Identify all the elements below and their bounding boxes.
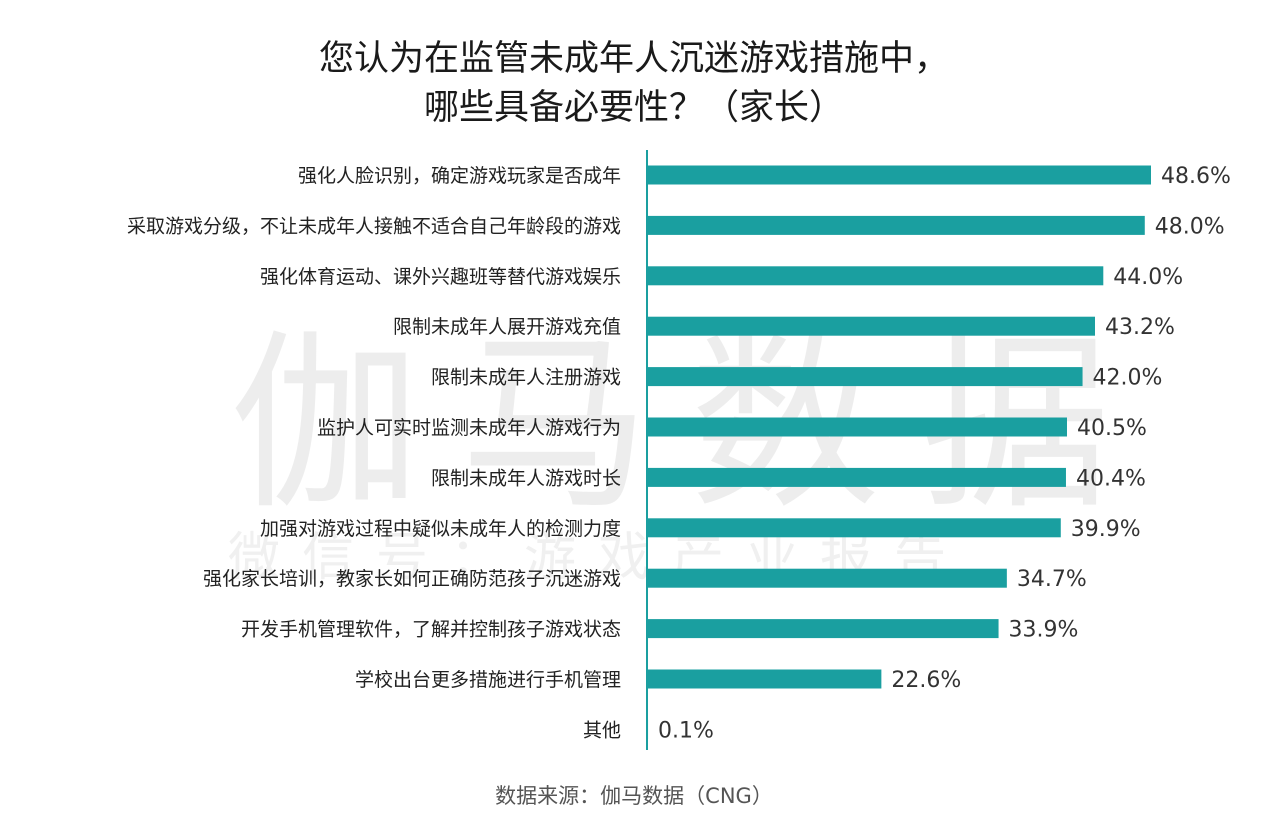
category-label: 加强对游戏过程中疑似未成年人的检测力度 bbox=[260, 518, 621, 540]
bar bbox=[647, 266, 1104, 286]
bar bbox=[647, 518, 1061, 538]
category-label: 限制未成年人注册游戏 bbox=[431, 367, 621, 389]
category-label: 限制未成年人游戏时长 bbox=[431, 467, 621, 489]
value-label: 34.7% bbox=[1017, 567, 1087, 592]
value-label: 33.9% bbox=[1009, 618, 1079, 643]
bar bbox=[647, 215, 1145, 235]
data-source: 数据来源：伽马数据（CNG） bbox=[495, 784, 773, 808]
value-label: 40.4% bbox=[1076, 466, 1146, 491]
bar bbox=[647, 316, 1095, 336]
value-label: 39.9% bbox=[1071, 517, 1141, 542]
bar bbox=[647, 719, 649, 739]
category-label: 学校出台更多措施进行手机管理 bbox=[355, 669, 621, 691]
value-label: 44.0% bbox=[1113, 265, 1183, 290]
value-label: 0.1% bbox=[658, 718, 714, 743]
bar bbox=[647, 165, 1151, 185]
value-label: 48.0% bbox=[1155, 214, 1225, 239]
chart-title-line-2: 哪些具备必要性？（家长） bbox=[423, 88, 844, 128]
bar bbox=[647, 367, 1083, 387]
category-label: 其他 bbox=[583, 719, 621, 741]
value-label: 22.6% bbox=[891, 668, 961, 693]
value-label: 48.6% bbox=[1161, 164, 1231, 189]
category-label: 强化体育运动、课外兴趣班等替代游戏娱乐 bbox=[260, 266, 621, 288]
bar bbox=[647, 467, 1066, 487]
bar bbox=[647, 619, 999, 639]
chart-title-line-1: 您认为在监管未成年人沉迷游戏措施中， bbox=[318, 39, 949, 79]
category-label: 监护人可实时监测未成年人游戏行为 bbox=[317, 417, 621, 439]
category-label: 强化家长培训，教家长如何正确防范孩子沉迷游戏 bbox=[203, 568, 621, 590]
category-label: 强化人脸识别，确定游戏玩家是否成年 bbox=[298, 165, 621, 187]
value-label: 43.2% bbox=[1105, 315, 1175, 340]
category-label: 采取游戏分级，不让未成年人接触不适合自己年龄段的游戏 bbox=[127, 215, 621, 237]
bar bbox=[647, 417, 1067, 437]
category-label: 限制未成年人展开游戏充值 bbox=[393, 316, 621, 338]
category-label: 开发手机管理软件，了解并控制孩子游戏状态 bbox=[241, 619, 621, 641]
bar bbox=[647, 568, 1007, 588]
bar bbox=[647, 669, 882, 689]
value-label: 42.0% bbox=[1093, 366, 1163, 391]
value-label: 40.5% bbox=[1077, 416, 1147, 441]
